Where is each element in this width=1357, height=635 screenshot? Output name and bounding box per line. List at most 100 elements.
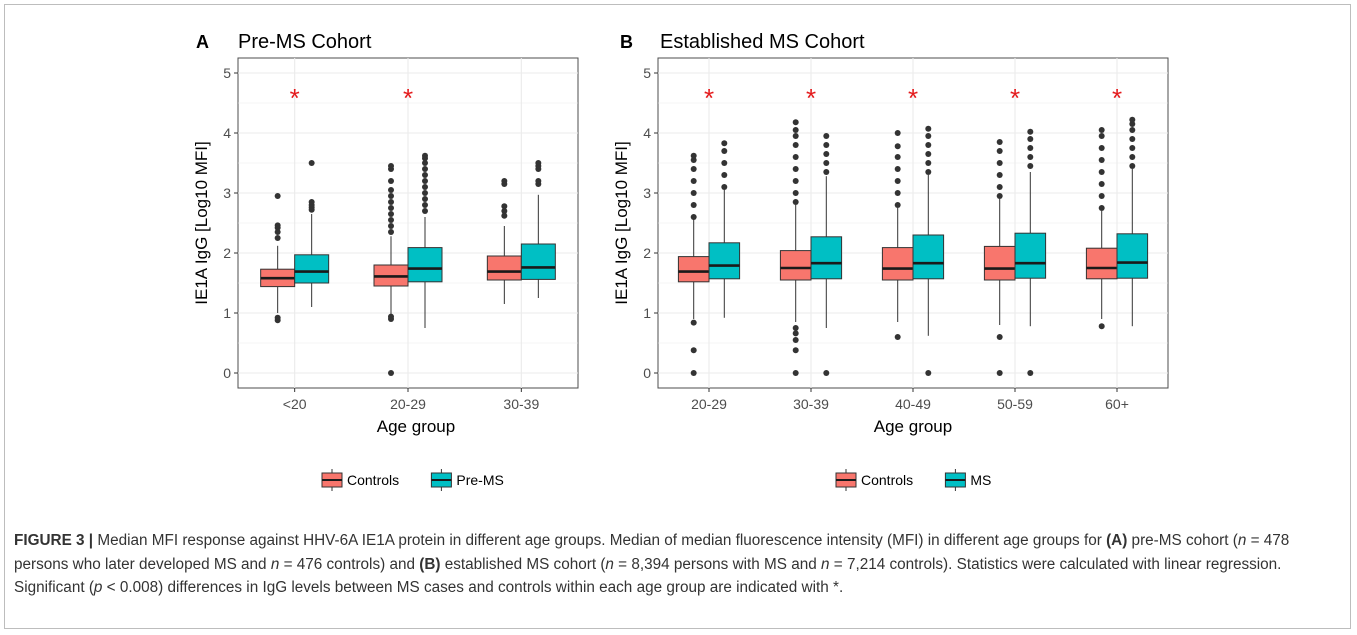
x-axis-label-b: Age group (874, 417, 952, 436)
box-iqr (1014, 232, 1047, 279)
y-tick-label: 4 (643, 125, 651, 141)
caption-text-1: Median MFI response against HHV-6A IE1A … (93, 532, 1107, 549)
x-tick-label: 40-49 (895, 396, 931, 412)
x-tick-label: 60+ (1105, 396, 1129, 412)
outlier-point (1129, 127, 1136, 133)
outlier-point (925, 169, 932, 175)
y-tick-label: 2 (643, 245, 651, 261)
caption-n-1: n (1237, 532, 1247, 549)
legend-b: Controls MS (835, 469, 991, 491)
outlier-point (274, 193, 281, 199)
plot-marks-b: 0 1 2 3 4 5 20-29 30-39 40-49 50-59 60+ * * * * * (643, 58, 1168, 412)
significance-marker: * (1010, 83, 1020, 113)
caption-n-2: n (270, 555, 280, 573)
outlier-point (422, 178, 428, 184)
outlier-point (996, 139, 1003, 145)
outlier-point (925, 151, 932, 157)
outlier-point (388, 313, 394, 320)
outlier-point (422, 166, 428, 172)
outlier-point (1129, 136, 1136, 142)
caption-figure-label: FIGURE 3 | (14, 532, 94, 549)
outlier-point (690, 202, 697, 208)
outlier-point (690, 214, 697, 220)
outlier-point (501, 212, 508, 219)
outlier-point (721, 148, 728, 154)
outlier-point (422, 172, 428, 178)
outlier-point (422, 160, 428, 166)
outlier-point (274, 229, 281, 235)
outlier-point (996, 148, 1003, 154)
legend-label: Pre-MS (456, 472, 503, 488)
panel-b: B Established MS Cohort 0 1 2 3 4 5 20-29 30-39… (612, 31, 1169, 491)
caption-n-4: n (821, 555, 830, 573)
outlier-point (388, 223, 394, 229)
outlier-point (535, 160, 542, 166)
outlier-point (823, 151, 830, 157)
panel-a: A Pre-MS Cohort 0 1 2 3 4 5 <20 20-29 30-39 * * Ag… (192, 31, 579, 491)
outlier-point (721, 184, 728, 190)
outlier-point (894, 130, 901, 136)
plot-marks-a: 0 1 2 3 4 5 <20 20-29 30-39 * * (223, 58, 578, 412)
outlier-point (388, 229, 394, 235)
box-iqr (983, 245, 1016, 281)
caption-text-7: = 7,214 controls). Statistics were calcu… (14, 555, 1282, 597)
x-axis-label-a: Age group (377, 417, 455, 436)
caption-text-8: < 0.008) differences in IgG levels betwe… (102, 579, 844, 596)
outlier-point (1098, 323, 1105, 330)
outlier-point (1098, 193, 1105, 199)
outlier-point (894, 178, 901, 184)
outlier-point (501, 208, 508, 214)
box-iqr (779, 250, 812, 281)
box-iqr (1085, 247, 1118, 280)
legend-label: Controls (861, 472, 913, 488)
outlier-point (792, 325, 799, 331)
y-tick-label: 0 (223, 365, 231, 381)
outlier-point (388, 193, 394, 199)
outlier-point (1027, 370, 1034, 376)
box-iqr (520, 243, 556, 280)
outlier-point (388, 211, 394, 217)
caption-n-3: n (605, 555, 614, 573)
outlier-point (1098, 181, 1105, 187)
significance-marker: * (290, 83, 300, 113)
outlier-point (996, 172, 1003, 178)
outlier-point (996, 193, 1003, 199)
caption-text-6: = 8,394 persons with MS and (613, 555, 821, 573)
outlier-point (388, 187, 394, 193)
outlier-point (792, 199, 799, 205)
outlier-point (690, 166, 697, 172)
outlier-point (792, 330, 799, 337)
caption-ref-a: (A) (1106, 532, 1128, 549)
outlier-point (996, 334, 1003, 340)
outlier-point (721, 160, 728, 166)
panel-letter-b: B (620, 32, 633, 52)
outlier-point (388, 205, 394, 211)
outlier-point (792, 133, 799, 139)
outlier-point (1129, 145, 1136, 151)
y-axis-label-b: IE1A IgG [Log10 MFI] (612, 141, 631, 304)
outlier-point (1027, 163, 1034, 169)
y-axis-label-a: IE1A IgG [Log10 MFI] (192, 141, 211, 304)
outlier-point (996, 184, 1003, 190)
outlier-point (1129, 154, 1136, 160)
box-iqr (677, 256, 710, 283)
outlier-point (792, 127, 799, 133)
y-tick-label: 3 (643, 185, 651, 201)
significance-marker: * (403, 83, 413, 113)
outlier-point (925, 370, 932, 376)
box-iqr (708, 242, 741, 280)
caption-ref-b: (B) (419, 555, 441, 573)
significance-marker: * (908, 83, 918, 113)
outlier-point (422, 184, 428, 190)
outlier-point (823, 370, 830, 376)
legend-label: Controls (347, 472, 399, 488)
outlier-point (823, 160, 830, 166)
outlier-point (690, 347, 697, 354)
outlier-point (690, 152, 697, 159)
outlier-point (1129, 163, 1136, 169)
outlier-point (1027, 128, 1034, 135)
box-iqr (810, 236, 843, 280)
outlier-point (308, 160, 315, 166)
outlier-point (274, 235, 281, 241)
outlier-point (721, 140, 728, 147)
